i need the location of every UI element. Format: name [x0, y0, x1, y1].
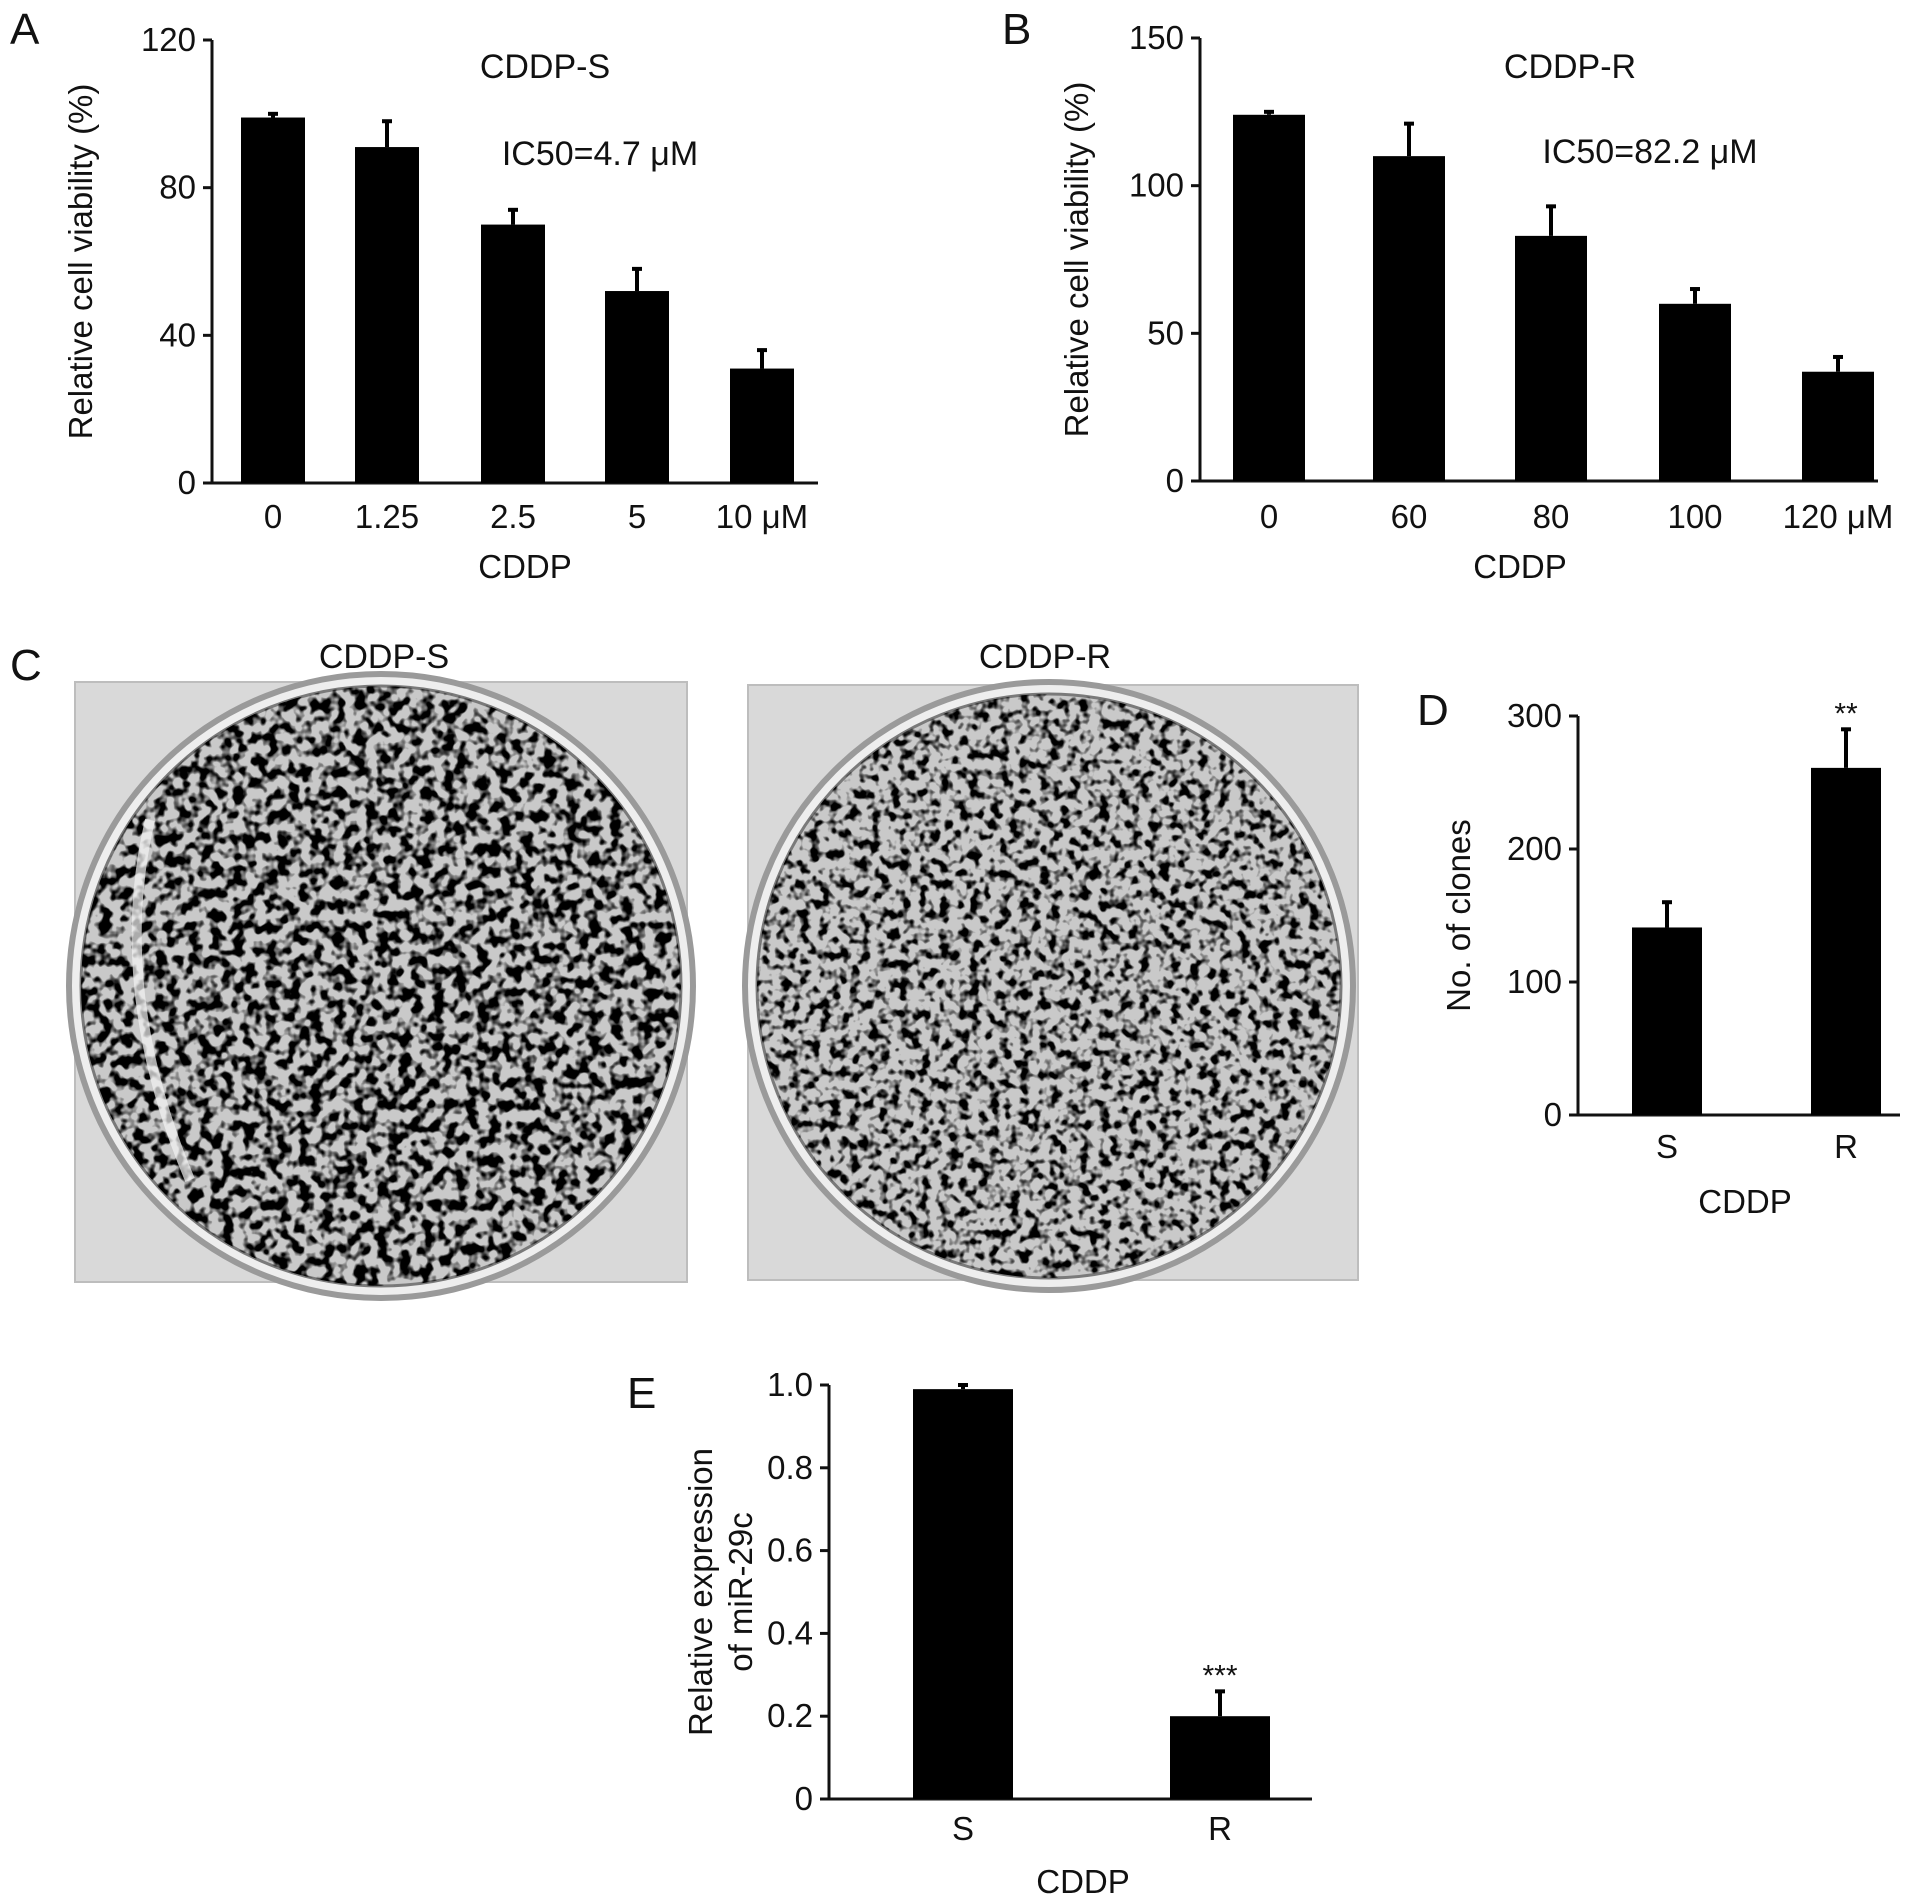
x-tick-label: 120 μM	[1783, 498, 1894, 535]
bar	[1811, 767, 1881, 1115]
y-tick-label: 300	[1507, 697, 1562, 734]
y-tick-label: 0.6	[767, 1532, 813, 1569]
bar	[1373, 156, 1445, 481]
bar	[355, 147, 419, 483]
x-tick-label: S	[1656, 1128, 1678, 1165]
y-axis-label-line2: of miR-29c	[722, 1512, 759, 1672]
y-tick-label: 150	[1129, 19, 1184, 56]
x-tick-label: R	[1834, 1128, 1858, 1165]
colony-plate-r	[742, 679, 1359, 1293]
bar	[1515, 235, 1587, 481]
x-tick-label: 60	[1391, 498, 1428, 535]
panel-letter: E	[627, 1369, 656, 1418]
x-tick-label: 2.5	[490, 498, 536, 535]
bar	[730, 368, 794, 483]
x-axis-label: CDDP	[1473, 548, 1567, 585]
y-tick-label: 80	[159, 169, 196, 206]
panel-letter: B	[1002, 5, 1031, 54]
bar	[1632, 927, 1702, 1115]
bar	[605, 291, 669, 483]
panel-letter: D	[1417, 686, 1449, 735]
x-tick-label: 80	[1533, 498, 1570, 535]
bar	[241, 117, 305, 484]
x-tick-label: 5	[628, 498, 646, 535]
ic50-annotation: IC50=82.2 μM	[1542, 133, 1757, 171]
y-tick-label: 0.8	[767, 1449, 813, 1486]
chart-e: 0 0.2 0.4 0.6 0.8 1.0 S R *** E Relative expressio…	[627, 1366, 1312, 1900]
panel-letter-c: C	[10, 641, 42, 690]
bar	[1233, 114, 1305, 481]
y-tick-label: 120	[141, 21, 196, 58]
x-tick-label: 1.25	[355, 498, 419, 535]
y-tick-label: 200	[1507, 830, 1562, 867]
significance-marker: ***	[1202, 1659, 1237, 1692]
panel-letter: A	[10, 5, 40, 54]
y-axis-label: Relative expression	[682, 1448, 719, 1736]
x-axis-label: CDDP	[478, 548, 572, 585]
y-tick-label: 0	[1544, 1096, 1562, 1133]
y-axis-label: Relative cell viability (%)	[62, 84, 99, 440]
x-axis-label: CDDP	[1036, 1863, 1130, 1900]
y-axis-label: Relative cell viability (%)	[1058, 82, 1095, 438]
ic50-annotation: IC50=4.7 μM	[502, 135, 698, 173]
chart-b: 0 50 100 150 0 60 80 100 120 μM B CDDP-R IC50=82.2 …	[1002, 5, 1893, 585]
y-tick-label: 1.0	[767, 1366, 813, 1403]
y-tick-label: 0	[178, 464, 196, 501]
x-tick-label: 100	[1667, 498, 1722, 535]
chart-title: CDDP-R	[1504, 48, 1636, 86]
bar	[1659, 303, 1731, 481]
y-tick-label: 100	[1507, 963, 1562, 1000]
x-tick-label: 0	[1260, 498, 1278, 535]
chart-title: CDDP-S	[480, 48, 610, 86]
chart-d: 0 100 200 300 S R ** D No. of clones CDDP	[1417, 686, 1900, 1220]
bar	[913, 1389, 1013, 1799]
bar	[1170, 1716, 1270, 1799]
chart-a: 0 40 80 120 0 1.25 2.5 5 10 μM A CDDP-S IC50=4.7 μM…	[10, 5, 818, 585]
y-axis-label: No. of clones	[1440, 819, 1477, 1012]
y-tick-label: 0	[795, 1780, 813, 1817]
y-tick-label: 50	[1147, 314, 1184, 351]
image-label-s: CDDP-S	[319, 638, 449, 676]
bar	[481, 224, 545, 484]
x-tick-label: 0	[264, 498, 282, 535]
y-tick-label: 0.2	[767, 1697, 813, 1734]
image-label-r: CDDP-R	[979, 638, 1111, 676]
y-tick-label: 100	[1129, 167, 1184, 204]
y-tick-label: 0	[1166, 462, 1184, 499]
y-tick-label: 0.4	[767, 1614, 813, 1651]
bar	[1802, 371, 1874, 481]
x-axis-label: CDDP	[1698, 1183, 1792, 1220]
colony-plate-s	[66, 671, 696, 1301]
x-tick-label: S	[952, 1810, 974, 1847]
x-tick-label: 10 μM	[716, 498, 808, 535]
significance-marker: **	[1834, 697, 1858, 730]
y-tick-label: 40	[159, 316, 196, 353]
x-tick-label: R	[1208, 1810, 1232, 1847]
